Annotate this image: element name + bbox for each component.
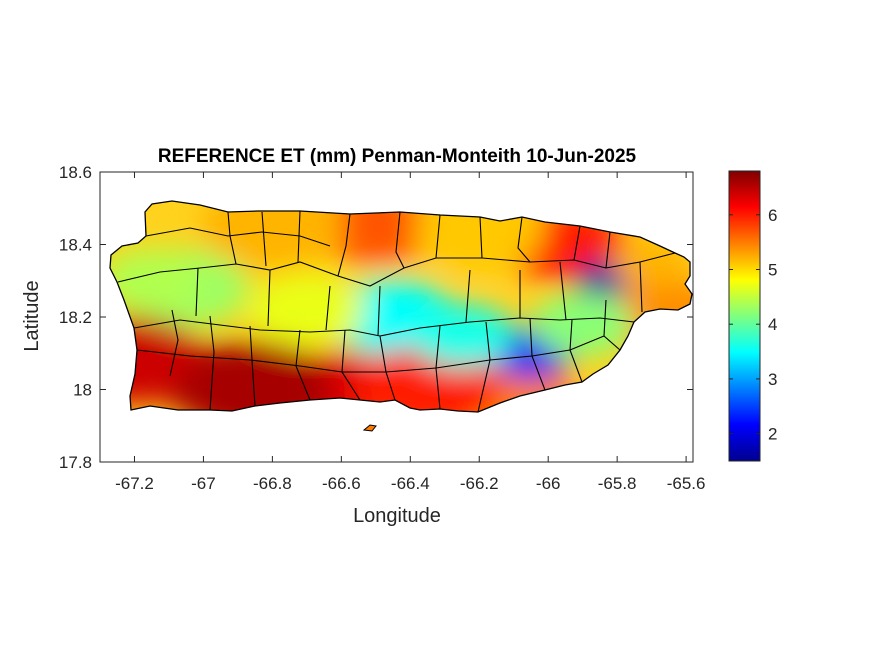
municipality-boundary	[559, 261, 567, 321]
x-tick-label: -67	[191, 474, 216, 493]
municipality-boundary	[209, 315, 215, 411]
colorbar-tick-label: 4	[768, 315, 777, 334]
municipality-boundary	[169, 309, 179, 377]
municipality-boundary	[297, 210, 301, 263]
municipality-boundary	[145, 227, 331, 247]
municipality-boundary	[517, 216, 531, 263]
et-value-blob	[110, 248, 204, 313]
y-tick-label: 18.2	[59, 308, 92, 327]
municipality-boundary	[479, 216, 483, 259]
municipality-boundary	[465, 269, 471, 323]
colorbar-tick-label: 6	[768, 206, 777, 225]
x-axis-label: Longitude	[353, 505, 441, 527]
x-tick-label: -66.2	[460, 474, 499, 493]
x-tick-label: -66.4	[391, 474, 430, 493]
et-value-blob	[530, 292, 635, 357]
municipality-boundary	[325, 285, 331, 331]
municipality-boundary	[435, 214, 441, 259]
x-tick-label: -65.8	[598, 474, 637, 493]
x-tick-label: -66.6	[322, 474, 361, 493]
y-tick-label: 18.6	[59, 163, 92, 182]
y-tick-label: 18.4	[59, 236, 92, 255]
et-value-blob	[248, 273, 366, 346]
municipality-boundary	[377, 285, 381, 337]
colorbar-tick-label: 3	[768, 370, 777, 389]
municipality-boundary	[195, 267, 199, 317]
municipality-boundary	[261, 211, 267, 267]
x-tick-label: -66	[536, 474, 561, 493]
et-value-blob	[410, 303, 515, 368]
municipality-boundary	[395, 211, 405, 269]
municipality-boundary	[227, 211, 237, 265]
colorbar-ticks: 2 3 4 5 6	[729, 206, 777, 444]
x-axis: -67.2 -67 -66.8 -66.6 -66.4 -66.2 -66 -65.8 -65.…	[115, 172, 705, 493]
y-tick-label: 18	[73, 381, 92, 400]
colorbar	[728, 170, 761, 462]
chart-title: REFERENCE ET (mm) Penman-Monteith 10-Jun…	[158, 146, 637, 167]
municipality-boundary	[605, 231, 611, 269]
y-tick-label: 17.8	[59, 453, 92, 472]
x-tick-label: -67.2	[115, 474, 154, 493]
x-tick-label: -65.6	[667, 474, 706, 493]
y-axis: 17.8 18 18.2 18.4 18.6	[59, 163, 693, 472]
municipality-boundary	[639, 261, 643, 313]
municipality-boundary	[267, 269, 271, 327]
x-tick-label: -66.8	[253, 474, 292, 493]
municipality-boundary	[117, 252, 676, 287]
municipality-boundary	[573, 225, 581, 261]
caja-de-muerto-island	[362, 424, 377, 432]
municipality-boundary	[337, 213, 351, 277]
municipality-boundaries	[117, 210, 676, 413]
municipality-boundary	[136, 335, 605, 373]
colorbar-tick-label: 2	[768, 425, 777, 444]
colorbar-tick-label: 5	[768, 260, 777, 279]
y-axis-label: Latitude	[21, 280, 43, 351]
